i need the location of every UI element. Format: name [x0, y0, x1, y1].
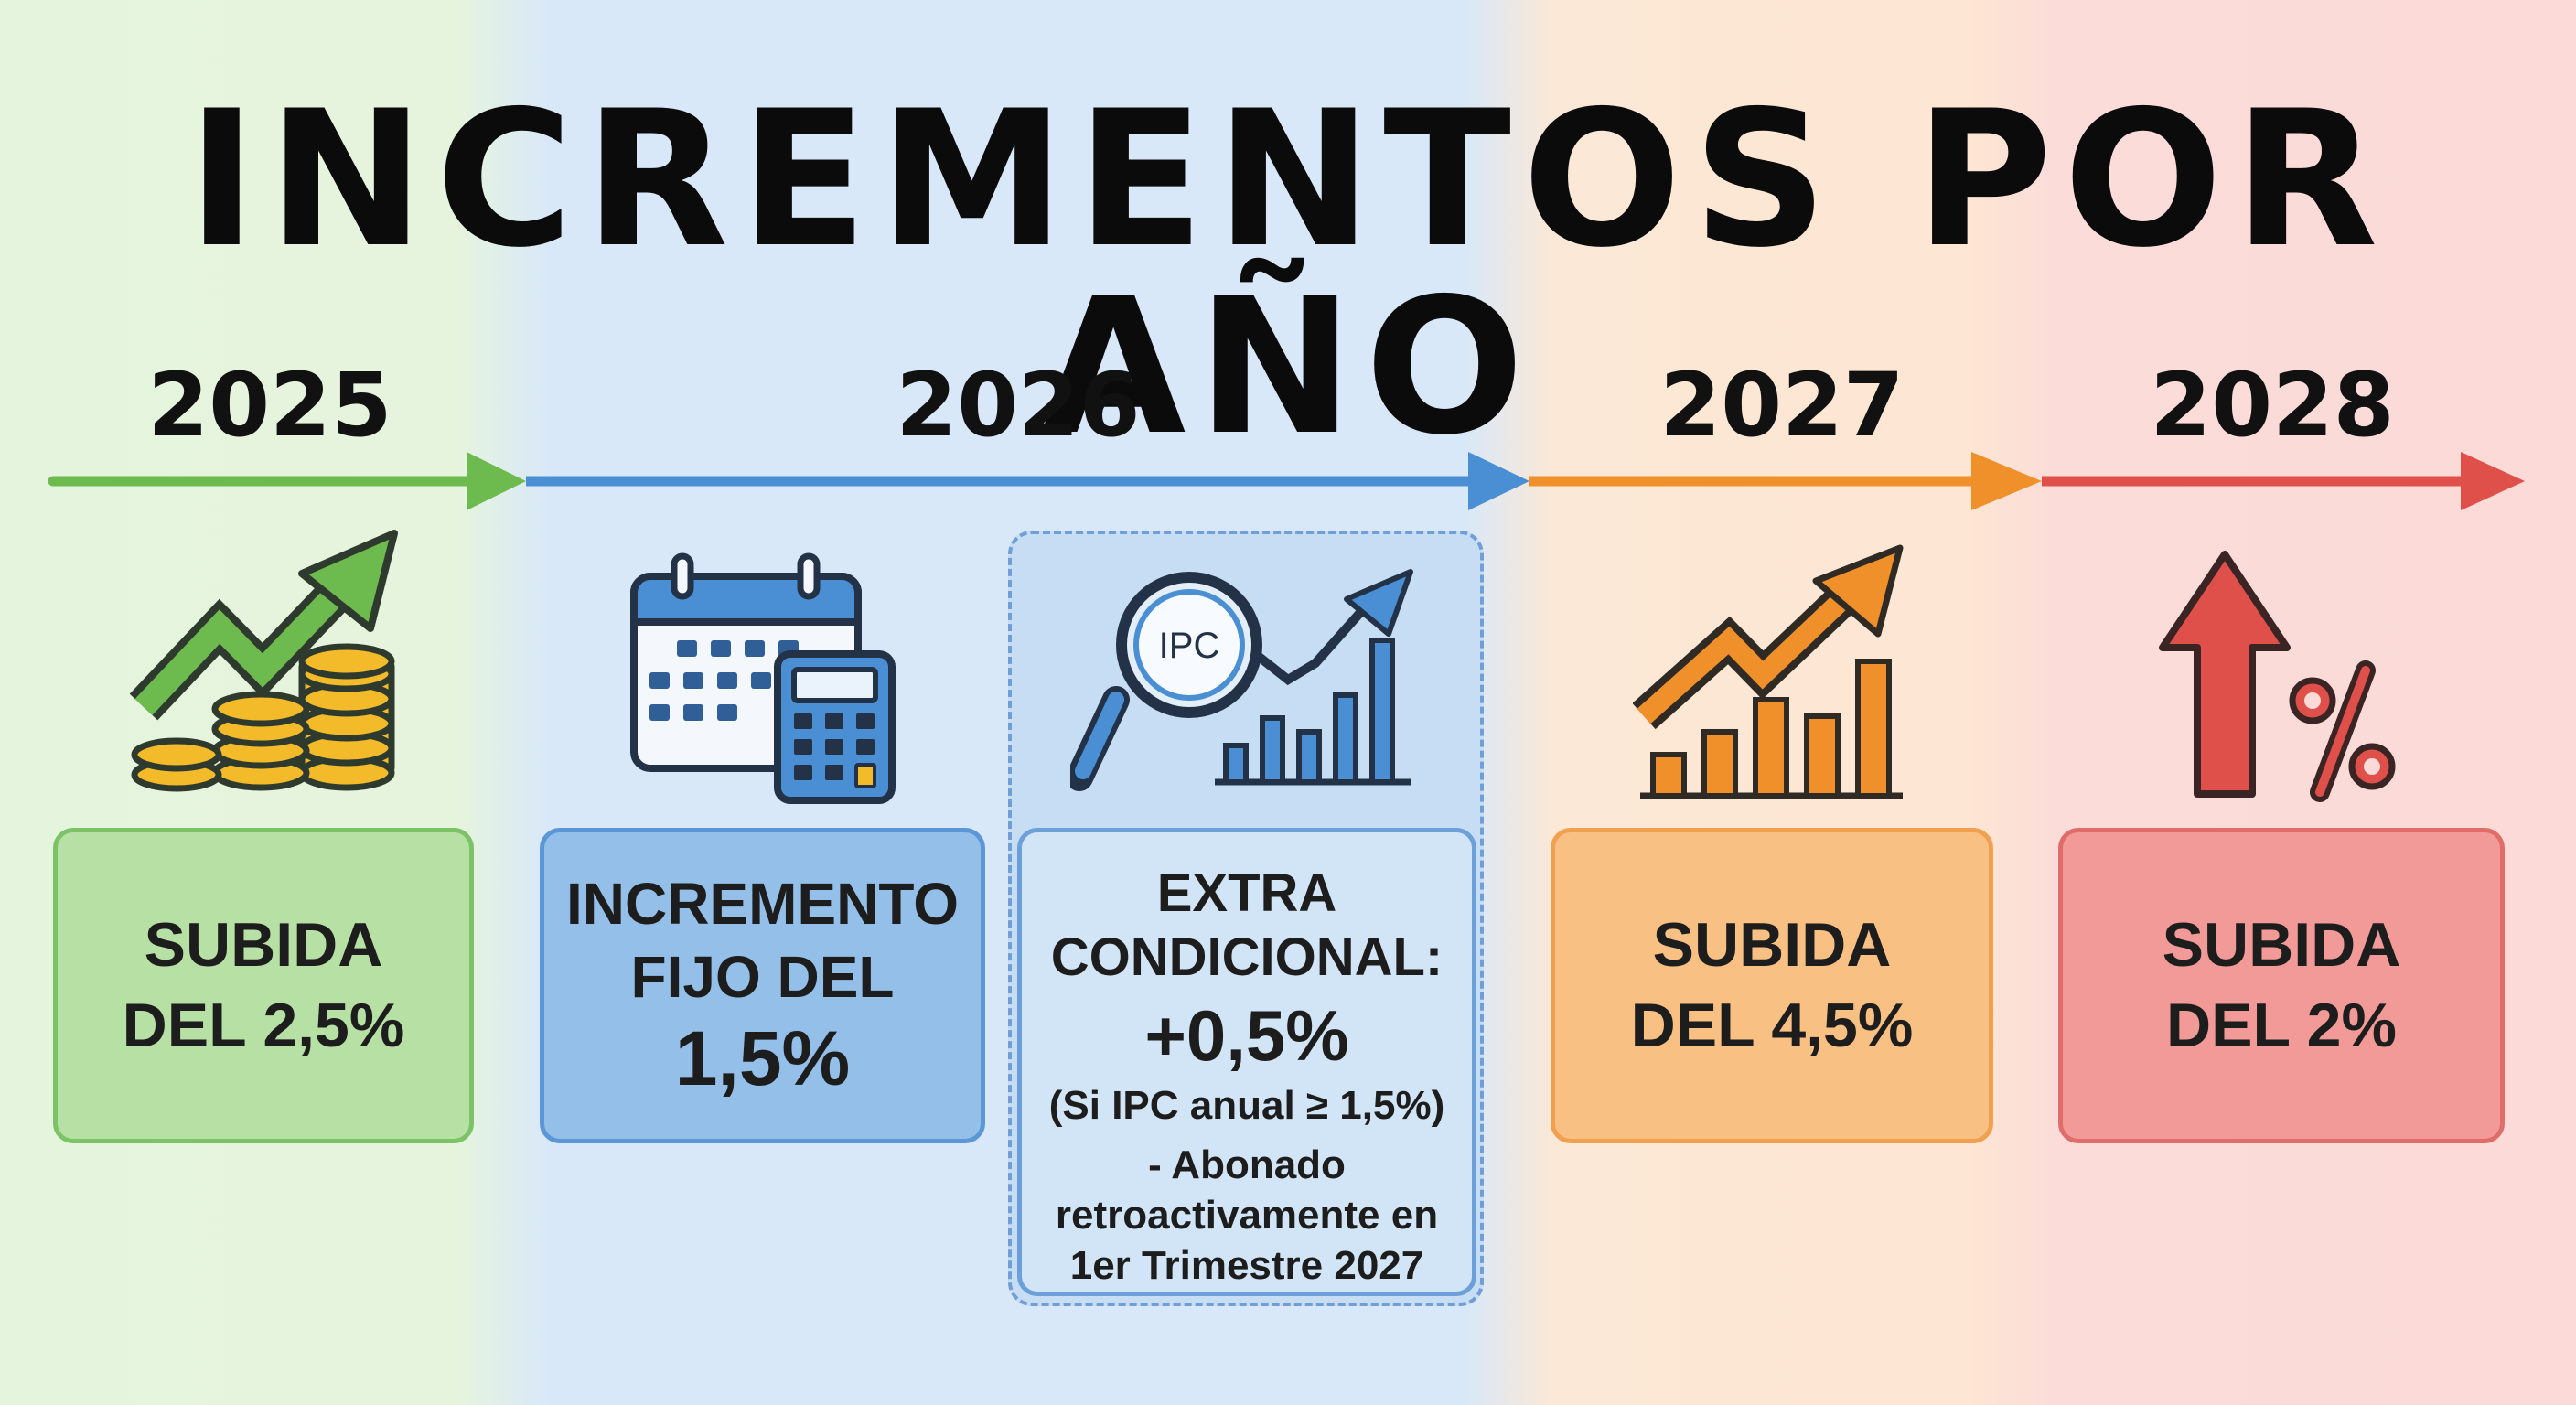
extra-conditional-card: EXTRA CONDICIONAL: +0,5% (Si IPC anual ≥… — [1017, 828, 1476, 1296]
card-line-3: 1,5% — [674, 1014, 851, 1101]
card-line-2: DEL 2% — [2166, 990, 2397, 1060]
up-arrow-percent-icon — [2159, 551, 2396, 802]
card-line-1: SUBIDA — [1652, 910, 1892, 981]
increment-card-2025: SUBIDA DEL 2,5% — [53, 828, 474, 1143]
year-label-2028: 2028 — [2150, 354, 2395, 456]
card-line-2: DEL 4,5% — [1630, 990, 1914, 1060]
card-line-1: SUBIDA — [2162, 910, 2401, 981]
increment-card-2028: SUBIDA DEL 2% — [2058, 828, 2505, 1143]
card-line-1: SUBIDA — [144, 910, 383, 981]
extra-line-5: - Abonado — [1148, 1142, 1346, 1187]
ipc-label: IPC — [1159, 626, 1220, 666]
page-title: INCREMENTOS POR AÑO — [187, 71, 2389, 477]
bar-chart-growth-icon — [1633, 544, 1904, 799]
calendar-calculator-icon — [630, 552, 896, 804]
card-line-2: DEL 2,5% — [122, 990, 405, 1060]
increment-card-2027: SUBIDA DEL 4,5% — [1551, 828, 1993, 1143]
timeline-segment-2025 — [48, 452, 526, 510]
timeline-segment-2028 — [2042, 452, 2525, 510]
ipc-magnifier-chart-icon: IPC — [1070, 569, 1413, 791]
increment-card-2026: INCREMENTO FIJO DEL 1,5% — [540, 828, 985, 1143]
growth-arrow-coins-icon — [129, 530, 398, 792]
timeline-segment-2026 — [526, 452, 1530, 510]
extra-line-6: retroactivamente en — [1055, 1192, 1439, 1238]
extra-line-4: (Si IPC anual ≥ 1,5%) — [1048, 1083, 1445, 1129]
year-label-2025: 2025 — [147, 354, 392, 456]
year-label-2026: 2026 — [896, 354, 1141, 456]
extra-line-1: EXTRA — [1156, 863, 1337, 923]
extra-line-3: +0,5% — [1144, 995, 1349, 1077]
card-line-1: INCREMENTO — [565, 870, 960, 937]
extra-line-7: 1er Trimestre 2027 — [1069, 1242, 1424, 1288]
card-line-2: FIJO DEL — [630, 943, 895, 1010]
timeline-segment-2027 — [1530, 452, 2042, 510]
year-label-2027: 2027 — [1659, 354, 1905, 456]
extra-line-2: CONDICIONAL: — [1050, 927, 1444, 987]
